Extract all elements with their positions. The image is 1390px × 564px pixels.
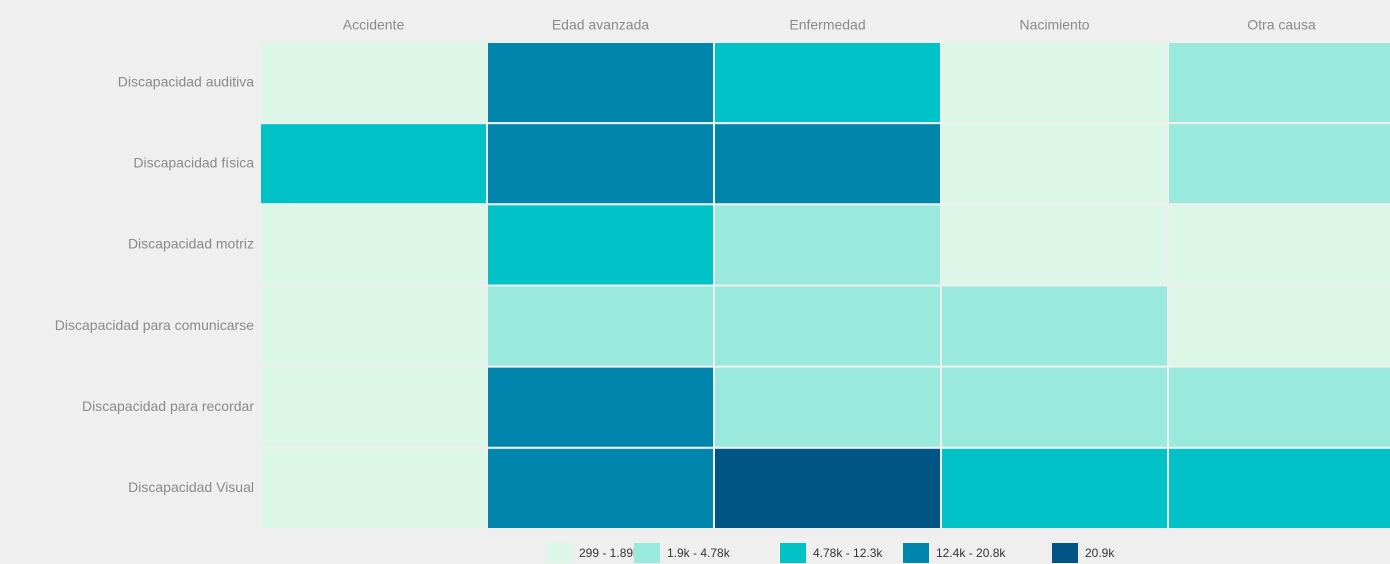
cell [259,41,488,125]
legend-label: 1.9k - 4.78k [667,546,731,560]
cell [259,284,488,368]
legend-label: 12.4k - 20.8k [936,546,1006,560]
cell [259,365,488,449]
column-label: Enfermedad [789,17,865,33]
cell [713,365,942,449]
column-label: Otra causa [1247,17,1316,33]
cell [486,365,715,449]
legend-swatch [1052,543,1078,563]
cell [486,203,715,287]
legend-swatch [634,543,660,563]
cell [940,122,1169,206]
cell [1167,446,1390,531]
cell [713,41,942,125]
cell [940,203,1169,287]
cell [940,365,1169,449]
row-label: Discapacidad Visual [128,479,254,495]
cell [1167,284,1390,368]
cell [486,122,715,206]
row-label: Discapacidad física [133,154,254,170]
cell [259,203,488,287]
cell [713,446,942,531]
row-label: Discapacidad motriz [128,236,254,252]
legend-label: 20.9k [1085,546,1115,560]
cell [1167,122,1390,206]
cell [1167,203,1390,287]
legend-swatch [903,543,929,563]
legend-label: 299 - 1.89k [579,546,640,560]
legend-swatch [546,543,572,563]
cell [940,41,1169,125]
cell [259,122,488,206]
column-label: Edad avanzada [552,17,650,33]
cell [259,446,488,531]
column-label: Nacimiento [1019,17,1089,33]
legend-swatch [780,543,806,563]
cell [713,284,942,368]
row-label: Discapacidad para comunicarse [55,317,254,333]
cell [1167,41,1390,125]
cell [486,41,715,125]
cell [486,446,715,531]
column-label: Accidente [343,17,405,33]
row-label: Discapacidad auditiva [118,73,254,89]
cell [713,203,942,287]
legend-label: 4.78k - 12.3k [813,546,883,560]
row-label: Discapacidad para recordar [82,398,254,414]
cell [940,284,1169,368]
cell [713,122,942,206]
cell [940,446,1169,531]
cell [1167,365,1390,449]
cell [486,284,715,368]
